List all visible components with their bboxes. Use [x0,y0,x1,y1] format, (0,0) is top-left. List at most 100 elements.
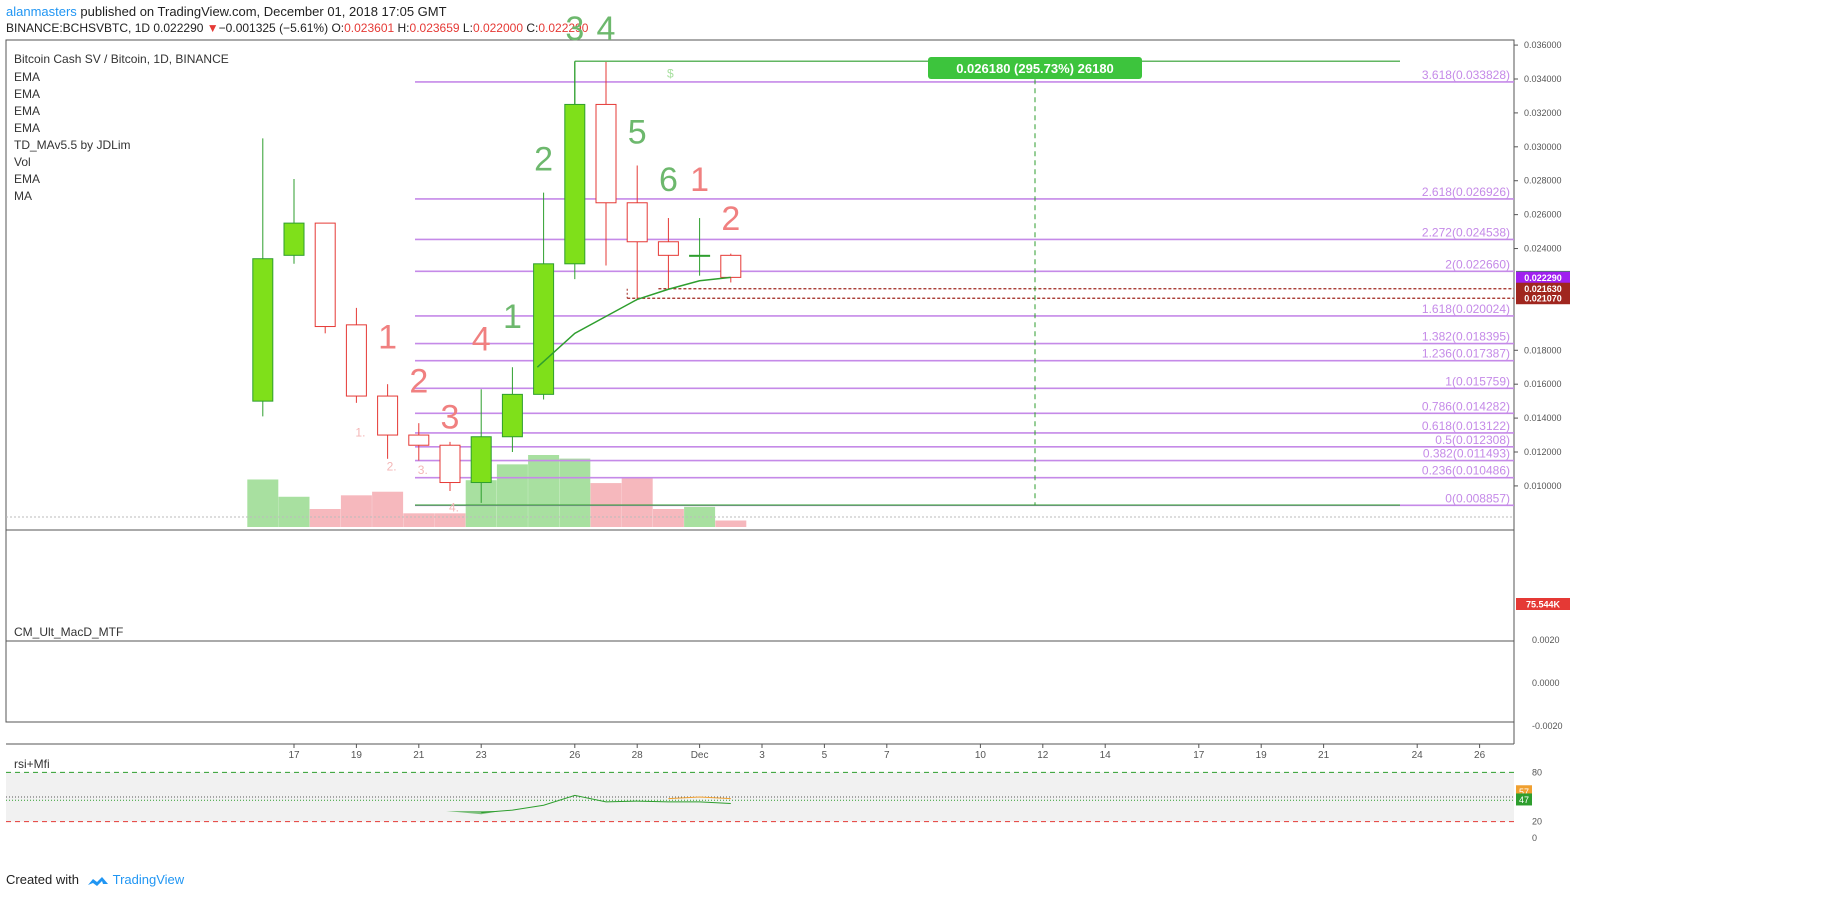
candle-0 [252,138,274,417]
low-label: L: [462,21,473,35]
price-badge-3: 0.021070 [1524,294,1562,304]
x-tick-label-16: 24 [1412,750,1424,761]
y-tick-label-5: 0.026000 [1524,210,1562,220]
candle-body-2 [314,222,336,328]
volume-bar-10 [559,458,591,527]
close-label: C: [526,21,539,35]
candle-body-14 [689,254,711,257]
fib-label-0: 3.618(0.033828) [1422,68,1510,82]
symbol-label: BINANCE:BCHSVBTC, 1D [6,21,151,35]
fib-label-12: 0.236(0.010486) [1422,464,1510,478]
x-tick-label-3: 23 [476,750,488,761]
volume-bar-12 [621,478,653,527]
ohlc-bar: BINANCE:BCHSVBTC, 1D 0.022290 ▼−0.001325… [6,21,588,35]
fib-label-7: 1(0.015759) [1445,374,1510,388]
x-tick-label-5: 28 [632,750,644,761]
td-count-4: 1 [503,298,522,336]
x-tick-label-4: 26 [569,750,581,761]
candle-6 [439,441,461,492]
candle-body-8 [501,393,523,438]
candle-3 [345,307,367,403]
author-link[interactable]: alanmasters [6,4,77,19]
candle-body-3 [345,324,367,397]
rsi-tick-1: 20 [1532,817,1542,827]
y-tick-label-1: 0.034000 [1524,74,1562,84]
published-text: published on TradingView.com, December 0… [76,4,447,19]
candle-body-7 [470,436,492,484]
candle-body-10 [564,103,586,265]
open-label: O: [331,21,345,35]
y-tick-label-7: 0.018000 [1524,345,1562,355]
indicator-label-5: Vol [14,155,31,169]
price-badge-2: 0.021630 [1524,284,1562,294]
indicator-label-6: EMA [14,172,40,186]
footer: Created with TradingView [6,872,184,887]
fib-label-5: 1.382(0.018395) [1422,330,1510,344]
rsi-title: rsi+Mfi [14,757,50,771]
volume-bar-8 [496,464,528,527]
td-count-5: 2 [534,141,553,179]
y-tick-label-10: 0.012000 [1524,447,1562,457]
rsi-badge-green: 47 [1519,795,1529,805]
tradingview-link[interactable]: TradingView [112,872,185,887]
candle-9 [533,192,555,400]
candle-10 [564,62,586,280]
candle-2 [314,222,336,334]
chart-title: Bitcoin Cash SV / Bitcoin, 1D, BINANCE [14,52,229,66]
rsi-tick-2: 0 [1532,833,1537,843]
candle-8 [501,367,523,453]
x-tick-label-2: 21 [413,750,425,761]
candle-body-11 [595,103,617,204]
volume-bar-2 [309,509,341,527]
open-value: 0.023601 [344,21,395,35]
indicator-label-7: MA [14,189,32,203]
candle-11 [595,62,617,266]
fib-label-8: 0.786(0.014282) [1422,399,1510,413]
macd-tick-2: -0.0020 [1532,721,1563,731]
x-tick-label-14: 19 [1256,750,1268,761]
change-value: −0.001325 (−5.61%) [218,21,329,35]
price-badge-bg-2 [1516,282,1570,295]
publish-info: alanmasters published on TradingView.com… [6,4,447,19]
candle-body-4 [377,395,399,436]
volume-bar-3 [340,495,372,527]
x-tick-label-17: 26 [1474,750,1486,761]
mfi-line [668,796,731,800]
macd-title: CM_Ult_MacD_MTF [14,625,123,639]
rsi-badge-orange: 57 [1519,787,1529,797]
td-count-1: 2 [409,363,428,401]
candle-13 [657,218,679,290]
y-tick-label-0: 0.036000 [1524,40,1562,50]
fib-label-11: 0.382(0.011493) [1423,447,1510,461]
volume-bar-5 [403,513,435,527]
volume-bar-13 [652,509,684,527]
x-tick-label-1: 19 [351,750,363,761]
rsi-pane-frame [5,640,1515,723]
tradingview-logo-icon [87,875,109,887]
fib-label-13: 0(0.008857) [1445,491,1510,505]
td-count-10: 1 [690,161,709,199]
y-tick-label-2: 0.032000 [1524,108,1562,118]
y-tick-label-9: 0.014000 [1524,413,1562,423]
indicator-label-3: EMA [14,121,40,135]
candle-body-5 [408,434,430,446]
td-count-2: 3 [441,398,460,436]
price-badge-bg-4 [1516,598,1570,610]
fib-label-9: 0.618(0.013122) [1422,419,1510,433]
td-count-6: 3 [565,10,584,48]
close-value: 0.022290 [538,21,589,35]
x-tick-label-7: 3 [759,750,765,761]
td-small-0: 1. [355,426,365,440]
x-tick-label-9: 7 [884,750,890,761]
high-label: H: [397,21,410,35]
candle-body-13 [657,241,679,256]
measure-label: 0.026180 (295.73%) 26180 [956,61,1114,76]
volume-bar-4 [372,491,404,527]
candle-body-15 [720,254,742,278]
volume-bar-1 [278,496,310,527]
candle-12 [626,165,648,300]
candle-body-6 [439,444,461,484]
y-tick-label-6: 0.024000 [1524,244,1562,254]
td-count-0: 1 [378,319,397,357]
